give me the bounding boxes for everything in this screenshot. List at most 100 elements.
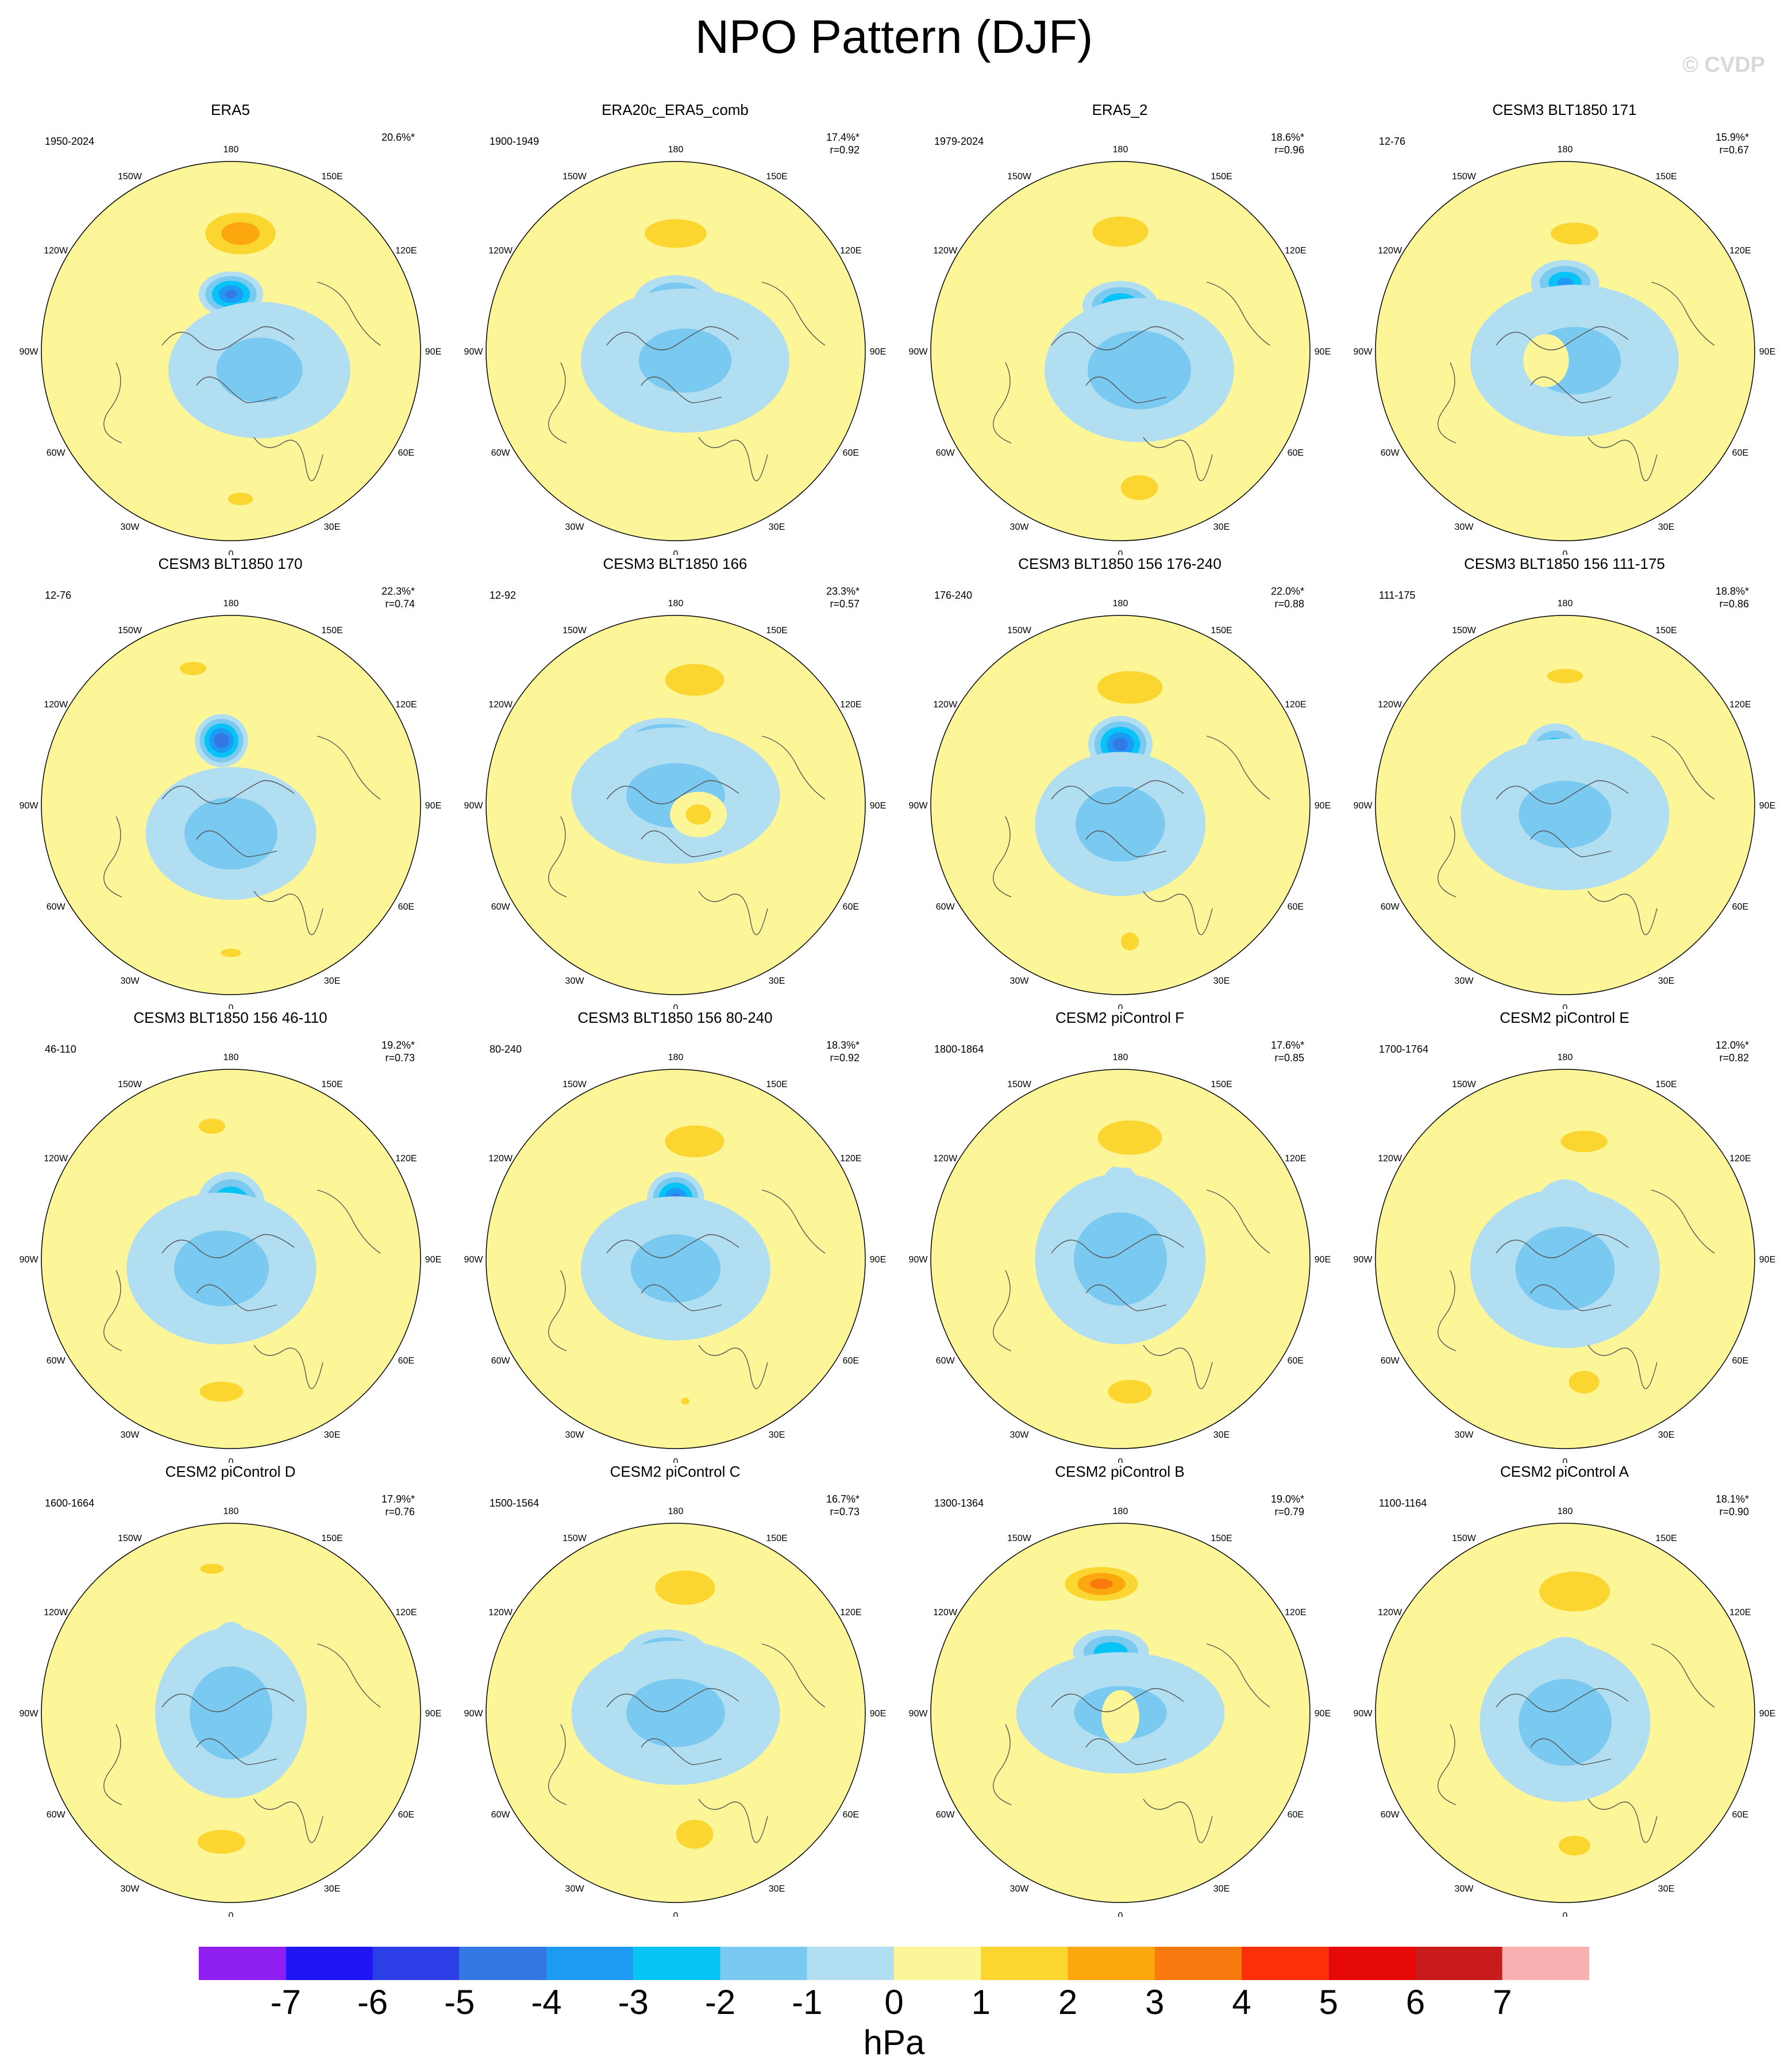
positive-contour bbox=[1560, 1130, 1608, 1153]
longitude-label: 180 bbox=[668, 1507, 684, 1516]
polar-map: 180 150E 120E 90E 60E 30E 0 30W 60W 90W 120W 150W bbox=[909, 1507, 1331, 1917]
panel-years: 1700-1764 bbox=[1379, 1043, 1429, 1055]
variance-percent: 12.0%* bbox=[1715, 1039, 1749, 1051]
positive-contour bbox=[1092, 216, 1149, 247]
longitude-label: 30E bbox=[1658, 1430, 1674, 1440]
positive-contour bbox=[685, 804, 711, 825]
colorbar-tick-label: -5 bbox=[444, 1983, 475, 2021]
longitude-label: 90E bbox=[870, 801, 886, 811]
map-field bbox=[931, 161, 1310, 541]
map-field bbox=[931, 1523, 1310, 1902]
colorbar-swatch bbox=[199, 1947, 286, 1980]
longitude-label: 150E bbox=[766, 626, 787, 636]
longitude-label: 120W bbox=[44, 700, 68, 710]
coastline bbox=[1438, 1643, 1715, 1843]
map-field bbox=[41, 1069, 421, 1449]
map-border bbox=[485, 1523, 866, 1903]
positive-contour bbox=[676, 1820, 714, 1849]
positive-contour bbox=[1558, 1835, 1591, 1856]
map-panel: 180 150E 120E 90E 60E 30E 0 30W 60W 90W 120W 150W CE… bbox=[452, 1009, 899, 1463]
longitude-label: 0 bbox=[229, 1003, 234, 1009]
pattern-correlation: r=0.73 bbox=[830, 1506, 860, 1518]
longitude-label: 30E bbox=[769, 522, 785, 532]
longitude-label: 30E bbox=[769, 1884, 785, 1894]
colorbar-swatch bbox=[1415, 1947, 1502, 1980]
map-panel: 180 150E 120E 90E 60E 30E 0 30W 60W 90W 120W 150W CE… bbox=[7, 555, 454, 1009]
colorbar-tick-label: -7 bbox=[270, 1983, 301, 2021]
map-field bbox=[486, 1523, 865, 1902]
longitude-label: 120E bbox=[840, 246, 861, 256]
longitude-label: 90E bbox=[1315, 1709, 1331, 1719]
longitude-label: 30E bbox=[324, 1430, 340, 1440]
variance-percent: 22.0%* bbox=[1270, 586, 1304, 597]
positive-contour bbox=[1108, 1380, 1152, 1404]
coastline bbox=[1438, 1189, 1715, 1389]
longitude-label: 30E bbox=[769, 1430, 785, 1440]
longitude-label: 150E bbox=[766, 1080, 787, 1089]
map-field bbox=[1375, 1069, 1755, 1449]
map-border bbox=[1375, 161, 1755, 541]
map-border bbox=[930, 161, 1311, 541]
map-panel: 180 150E 120E 90E 60E 30E 0 30W 60W 90W 120W 150W ER… bbox=[7, 101, 454, 555]
map-panel: 180 150E 120E 90E 60E 30E 0 30W 60W 90W 120W 150W CE… bbox=[7, 1009, 454, 1463]
pattern-correlation: r=0.85 bbox=[1274, 1052, 1304, 1064]
longitude-label: 60W bbox=[936, 1810, 955, 1820]
polar-map: 180 150E 120E 90E 60E 30E 0 30W 60W 90W 120W 150W bbox=[1354, 1053, 1776, 1463]
longitude-label: 120W bbox=[1378, 700, 1402, 710]
pattern-correlation: r=0.86 bbox=[1719, 598, 1749, 610]
positive-contour bbox=[200, 1563, 224, 1574]
longitude-label: 0 bbox=[1118, 1911, 1123, 1917]
longitude-label: 120E bbox=[1285, 1608, 1306, 1617]
colorbar-swatch bbox=[372, 1947, 460, 1980]
longitude-label: 30W bbox=[1455, 1884, 1474, 1894]
longitude-label: 120E bbox=[395, 1154, 417, 1164]
longitude-label: 60W bbox=[47, 902, 66, 912]
polar-map: 180 150E 120E 90E 60E 30E 0 30W 60W 90W 120W 150W bbox=[20, 1507, 442, 1917]
longitude-label: 60E bbox=[1732, 448, 1748, 458]
coastline bbox=[548, 282, 826, 482]
panel-stats: 15.9%* r=0.67 bbox=[1686, 131, 1749, 156]
negative-contour bbox=[1515, 1226, 1615, 1311]
panel-title: ERA20c_ERA5_comb bbox=[602, 101, 749, 118]
longitude-label: 120E bbox=[1729, 700, 1751, 710]
colorbar bbox=[199, 1947, 1589, 1980]
longitude-label: 150E bbox=[766, 172, 787, 182]
map-border bbox=[41, 1069, 421, 1449]
map-panel: 180 150E 120E 90E 60E 30E 0 30W 60W 90W 120W 150W CE… bbox=[1341, 1009, 1788, 1463]
longitude-label: 90E bbox=[425, 1255, 441, 1265]
longitude-label: 30E bbox=[1658, 976, 1674, 986]
longitude-label: 150W bbox=[1452, 172, 1477, 182]
colorbar-swatch bbox=[286, 1947, 373, 1980]
coastline bbox=[103, 282, 381, 482]
panel-title: CESM3 BLT1850 156 46-110 bbox=[133, 1009, 327, 1026]
variance-percent: 17.9%* bbox=[381, 1493, 415, 1505]
longitude-label: 120E bbox=[840, 700, 861, 710]
variance-percent: 19.0%* bbox=[1270, 1493, 1304, 1505]
colorbar-swatch bbox=[981, 1947, 1068, 1980]
longitude-label: 150E bbox=[321, 172, 342, 182]
positive-contour bbox=[198, 1118, 226, 1134]
longitude-label: 0 bbox=[1563, 1911, 1568, 1917]
positive-contour bbox=[653, 465, 737, 511]
panel-title: CESM2 piControl E bbox=[1500, 1009, 1629, 1026]
longitude-label: 150E bbox=[1655, 1080, 1677, 1089]
watermark: © CVDP bbox=[1682, 53, 1765, 77]
polar-map: 180 150E 120E 90E 60E 30E 0 30W 60W 90W 120W 150W bbox=[1354, 1507, 1776, 1917]
coastline bbox=[548, 1643, 826, 1843]
panel-title: ERA5_2 bbox=[1092, 101, 1148, 118]
pattern-correlation: r=0.76 bbox=[385, 1506, 415, 1518]
map-border bbox=[1375, 1069, 1755, 1449]
longitude-label: 120E bbox=[395, 700, 417, 710]
longitude-label: 60W bbox=[1381, 1356, 1400, 1366]
longitude-label: 60E bbox=[1288, 448, 1304, 458]
variance-percent: 18.6%* bbox=[1270, 132, 1304, 143]
longitude-label: 150W bbox=[1452, 1534, 1477, 1543]
longitude-label: 60E bbox=[1288, 1356, 1304, 1366]
panel-years: 176-240 bbox=[934, 590, 973, 601]
panel-years: 1979-2024 bbox=[934, 136, 984, 147]
panel-years: 1900-1949 bbox=[490, 136, 540, 147]
longitude-label: 180 bbox=[1113, 1507, 1128, 1516]
longitude-label: 30E bbox=[324, 522, 340, 532]
longitude-label: 30W bbox=[121, 522, 140, 532]
map-border bbox=[41, 161, 421, 541]
